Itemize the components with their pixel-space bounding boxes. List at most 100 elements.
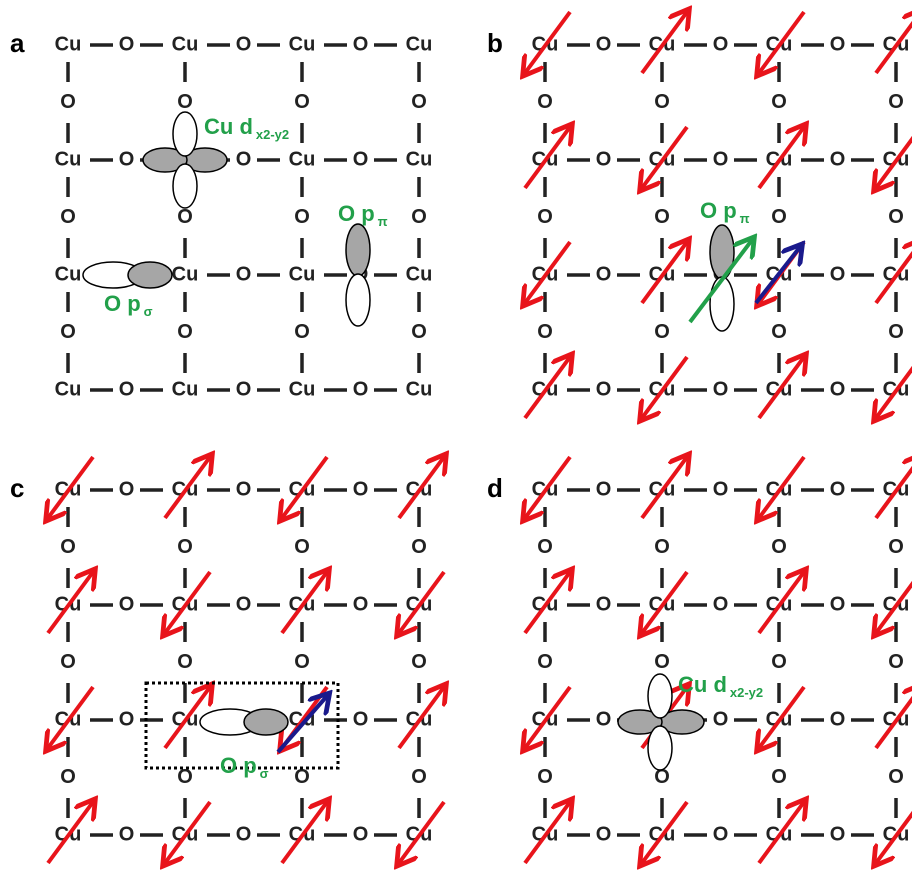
cu-atom: Cu	[406, 263, 433, 285]
o-atom: O	[596, 263, 612, 285]
cu-atom: Cu	[406, 148, 433, 170]
o-atom: O	[353, 378, 369, 400]
o-atom: O	[411, 536, 427, 558]
o-atom: O	[177, 206, 193, 228]
o-atom: O	[236, 148, 252, 170]
o-atom: O	[713, 708, 729, 730]
o-atom: O	[830, 263, 846, 285]
o-atom: O	[411, 321, 427, 343]
o-atom: O	[830, 823, 846, 845]
orbital-lobe	[244, 709, 288, 735]
o-atom: O	[177, 91, 193, 113]
o-atom: O	[236, 378, 252, 400]
o-atom: O	[236, 33, 252, 55]
cu-atom: Cu	[406, 33, 433, 55]
cu-atom: Cu	[55, 378, 82, 400]
o-atom: O	[713, 823, 729, 845]
o-atom: O	[236, 823, 252, 845]
annotation-text: Cu d	[678, 672, 727, 697]
annotation: O pσ	[220, 753, 269, 782]
cu-atom: Cu	[406, 378, 433, 400]
o-atom: O	[713, 593, 729, 615]
o-atom: O	[771, 766, 787, 788]
o-atom: O	[596, 708, 612, 730]
o-atom: O	[771, 651, 787, 673]
o-atom: O	[537, 766, 553, 788]
o-atom: O	[537, 91, 553, 113]
o-atom: O	[888, 536, 904, 558]
annotation-text: O p	[104, 291, 141, 316]
annotation-subscript: π	[740, 211, 750, 226]
o-atom: O	[177, 766, 193, 788]
o-atom: O	[294, 321, 310, 343]
o-atom: O	[888, 91, 904, 113]
o-atom: O	[177, 321, 193, 343]
o-atom: O	[411, 766, 427, 788]
o-atom: O	[119, 823, 135, 845]
orbital-lobe	[648, 674, 672, 718]
cu-atom: Cu	[289, 33, 316, 55]
o-atom: O	[596, 378, 612, 400]
o-atom: O	[353, 478, 369, 500]
o-atom: O	[596, 478, 612, 500]
annotation-text: O p	[220, 753, 257, 778]
o-atom: O	[713, 378, 729, 400]
annotation-subscript: x2-y2	[730, 685, 763, 700]
cu-atom: Cu	[55, 263, 82, 285]
o-atom: O	[236, 263, 252, 285]
annotation-subscript: σ	[144, 304, 153, 319]
o-atom: O	[771, 536, 787, 558]
panel-label: c	[10, 473, 24, 503]
annotation-text: O p	[700, 198, 737, 223]
o-atom: O	[353, 33, 369, 55]
panel-label: d	[487, 473, 503, 503]
annotation-subscript: σ	[260, 766, 269, 781]
cu-atom: Cu	[172, 378, 199, 400]
o-atom: O	[888, 651, 904, 673]
annotation-subscript: x2-y2	[256, 127, 289, 142]
o-atom: O	[353, 823, 369, 845]
orbital-lobe	[648, 726, 672, 770]
o-atom: O	[60, 536, 76, 558]
o-atom: O	[654, 91, 670, 113]
o-atom: O	[830, 33, 846, 55]
o-atom: O	[830, 378, 846, 400]
o-atom: O	[771, 321, 787, 343]
annotation-text: O p	[338, 201, 375, 226]
o-atom: O	[411, 91, 427, 113]
o-atom: O	[888, 321, 904, 343]
cu-atom: Cu	[289, 378, 316, 400]
o-atom: O	[236, 593, 252, 615]
o-atom: O	[537, 321, 553, 343]
o-atom: O	[596, 148, 612, 170]
o-atom: O	[177, 536, 193, 558]
o-atom: O	[654, 321, 670, 343]
o-atom: O	[654, 536, 670, 558]
o-atom: O	[60, 321, 76, 343]
o-atom: O	[830, 478, 846, 500]
cu-atom: Cu	[55, 148, 82, 170]
page: {"panels": [ {"label": "a", "atoms": {"c…	[0, 0, 912, 875]
o-atom: O	[119, 148, 135, 170]
o-atom: O	[713, 148, 729, 170]
o-atom: O	[236, 478, 252, 500]
cu-atom: Cu	[289, 263, 316, 285]
o-atom: O	[596, 593, 612, 615]
orbital-lobe	[128, 262, 172, 288]
figure: aCuOOCuOOCuOOCuOCuOOCuOOCuOOCuOCuOOCuOOC…	[0, 0, 912, 875]
o-atom: O	[119, 378, 135, 400]
o-atom: O	[537, 206, 553, 228]
o-atom: O	[771, 206, 787, 228]
panel-label: a	[10, 28, 25, 58]
o-atom: O	[353, 593, 369, 615]
o-atom: O	[60, 91, 76, 113]
o-atom: O	[888, 766, 904, 788]
o-atom: O	[713, 33, 729, 55]
panel-label: b	[487, 28, 503, 58]
annotation-text: Cu d	[204, 114, 253, 139]
cu-atom: Cu	[55, 33, 82, 55]
o-atom: O	[537, 536, 553, 558]
cu-atom: Cu	[172, 33, 199, 55]
